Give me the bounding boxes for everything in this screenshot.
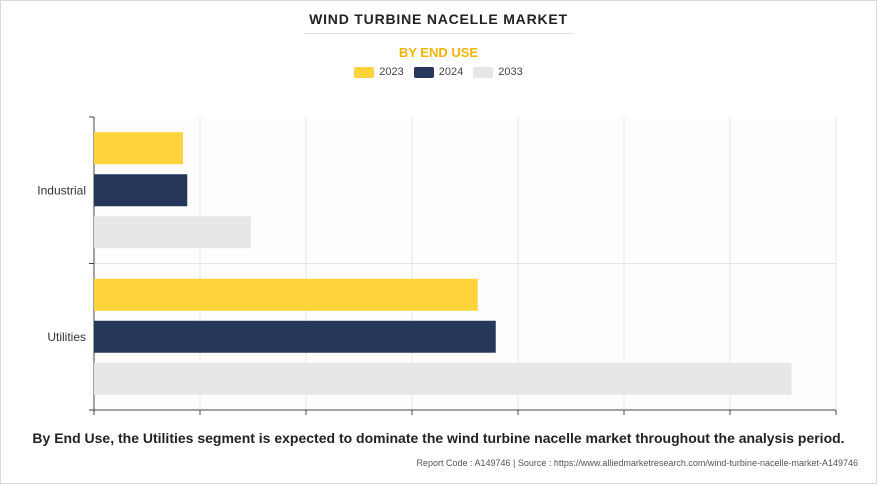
legend-item-2023[interactable]: 2023	[354, 66, 404, 78]
category-label-industrial: Industrial	[37, 183, 86, 197]
legend: 2023 2024 2033	[0, 66, 877, 78]
legend-item-2033[interactable]: 2033	[473, 66, 523, 78]
bar-utilities-2023	[94, 278, 478, 311]
chart-title: WIND TURBINE NACELLE MARKET	[309, 11, 568, 27]
legend-label-2033: 2033	[498, 66, 523, 78]
bar-utilities-2024	[94, 320, 496, 353]
bar-utilities-2033	[94, 362, 792, 395]
legend-swatch-2024	[413, 66, 434, 78]
bar-industrial-2033	[94, 216, 251, 249]
chart-caption: By End Use, the Utilities segment is exp…	[32, 430, 845, 446]
legend-swatch-2023	[354, 66, 375, 78]
category-label-utilities: Utilities	[47, 330, 86, 344]
legend-label-2024: 2024	[438, 66, 464, 78]
bar-industrial-2023	[94, 132, 184, 165]
title-divider	[304, 33, 574, 34]
legend-item-2024[interactable]: 2024	[413, 66, 464, 78]
legend-label-2023: 2023	[379, 66, 404, 78]
bar-industrial-2024	[94, 174, 188, 207]
source-note: Report Code : A149746 | Source : https:/…	[416, 458, 858, 468]
legend-swatch-2033	[473, 66, 494, 78]
chart-subtitle: BY END USE	[398, 45, 479, 60]
